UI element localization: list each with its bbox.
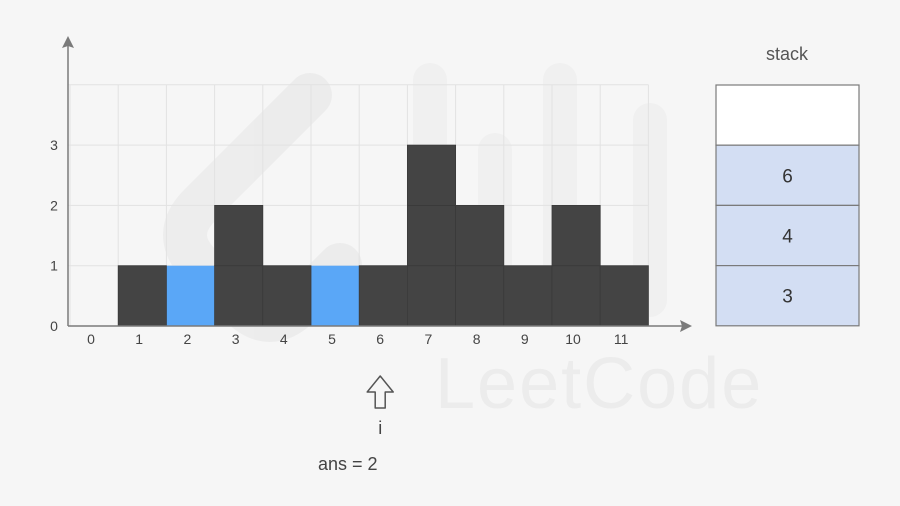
water-cell	[311, 265, 360, 326]
pointer-label: i	[378, 418, 382, 438]
stack-value: 6	[782, 166, 793, 187]
water-cell	[166, 265, 215, 326]
x-tick-label: 6	[376, 331, 384, 347]
stack-value: 4	[782, 227, 793, 248]
stack-cell	[715, 204, 860, 267]
x-tick-label: 11	[614, 331, 629, 347]
x-tick-labels: 0 1 2 3 4 5 6 7 8 9 10 11	[87, 331, 629, 347]
bar	[262, 265, 312, 327]
bar	[358, 265, 408, 327]
bar	[214, 265, 264, 327]
bar	[406, 144, 456, 206]
bar	[551, 204, 601, 267]
water-layer	[166, 265, 360, 326]
up-arrow-icon	[366, 375, 394, 409]
x-tick-label: 1	[135, 331, 143, 347]
chart-axes	[62, 36, 692, 332]
y-tick-labels: 0 1 2 3	[50, 137, 58, 334]
x-tick-label: 0	[87, 331, 95, 347]
y-tick-label: 2	[50, 197, 58, 213]
bar	[503, 265, 553, 327]
bar	[455, 265, 505, 327]
x-tick-label: 9	[521, 331, 529, 347]
bar	[117, 265, 167, 327]
y-tick-label: 0	[50, 318, 58, 334]
y-tick-label: 1	[50, 258, 58, 274]
watermark-text: LeetCode	[435, 344, 763, 424]
stack-empty-cell	[715, 84, 860, 146]
bar	[406, 265, 456, 327]
y-tick-label: 3	[50, 137, 58, 153]
bar	[551, 265, 601, 327]
x-tick-label: 5	[328, 331, 336, 347]
x-tick-label: 4	[280, 331, 288, 347]
x-tick-label: 7	[425, 331, 433, 347]
stack-cell	[715, 144, 860, 206]
answer-text: ans = 2	[318, 454, 378, 474]
x-tick-label: 2	[184, 331, 192, 347]
x-tick-label: 3	[232, 331, 240, 347]
bar	[455, 204, 505, 267]
y-axis-arrow	[62, 36, 74, 48]
x-tick-label: 10	[565, 331, 581, 347]
x-tick-label: 8	[473, 331, 481, 347]
bar	[214, 204, 264, 267]
stack-container: 6 4 3	[715, 84, 860, 327]
bar-layer	[117, 144, 649, 327]
x-axis-arrow	[680, 320, 692, 332]
stack-cell	[715, 265, 860, 327]
bar	[406, 204, 456, 267]
stack-title: stack	[766, 44, 809, 64]
stack-value: 3	[782, 287, 793, 308]
bar	[599, 265, 649, 327]
